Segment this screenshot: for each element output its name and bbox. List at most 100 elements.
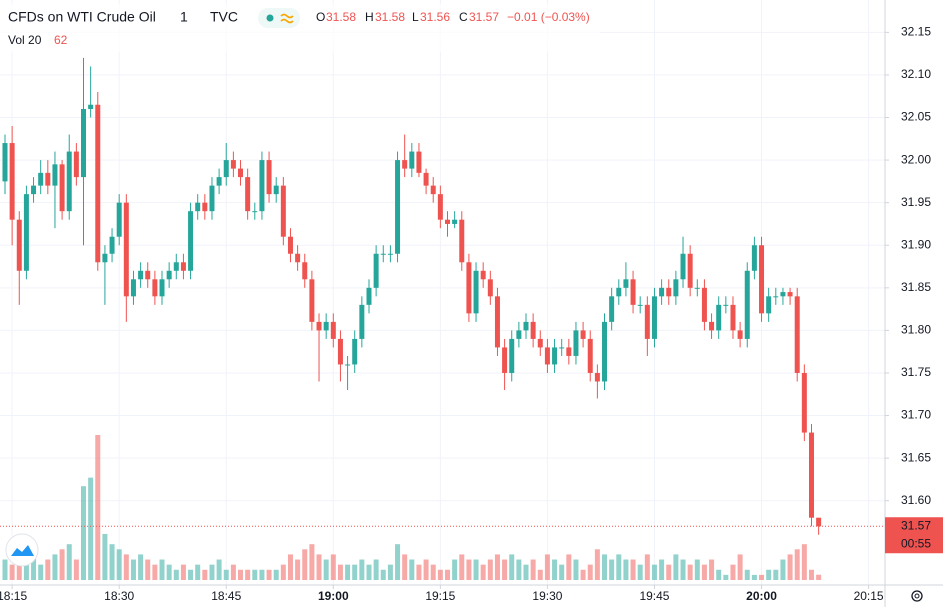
candle-body xyxy=(266,160,272,195)
candle-body xyxy=(759,245,765,314)
volume-bar xyxy=(88,477,94,580)
y-tick-label: 31.75 xyxy=(901,365,931,379)
volume-bar xyxy=(316,554,322,580)
candle-body xyxy=(81,108,87,178)
volume-bar xyxy=(323,559,329,580)
logo-circle[interactable] xyxy=(5,533,39,567)
y-tick-label: 31.60 xyxy=(901,493,931,507)
candle-body xyxy=(223,160,229,178)
candle-body xyxy=(637,304,643,306)
candle-body xyxy=(580,330,586,339)
candle-body xyxy=(159,279,165,297)
volume-bar xyxy=(159,559,165,580)
volume-bar xyxy=(416,564,422,580)
candle-body xyxy=(437,194,443,220)
candle-body xyxy=(166,270,172,280)
volume-bar xyxy=(66,544,72,580)
last-price-box xyxy=(885,517,943,554)
volume-bar xyxy=(801,544,807,580)
logo[interactable] xyxy=(5,533,39,567)
volume-bar xyxy=(23,559,29,580)
candle-body xyxy=(716,304,722,331)
candle-body xyxy=(345,364,351,366)
volume-bar xyxy=(245,569,251,580)
candle-body xyxy=(309,279,315,322)
candle-body xyxy=(287,236,293,254)
volume-bar xyxy=(637,564,643,580)
candle-body xyxy=(459,219,465,263)
volume-bar xyxy=(630,559,636,580)
volume-bar xyxy=(138,554,144,580)
candle-body xyxy=(523,321,529,331)
ohlc-key: O xyxy=(316,10,325,24)
volume-bar xyxy=(780,559,786,580)
volume-bar xyxy=(216,559,222,580)
volume-bar xyxy=(238,569,244,580)
volume-bar xyxy=(737,554,743,580)
volume-bar xyxy=(302,549,308,580)
source: TVC xyxy=(210,9,238,25)
volume-bar xyxy=(188,569,194,580)
candle-body xyxy=(773,296,779,298)
candle-body xyxy=(537,338,543,348)
countdown: 00:55 xyxy=(901,536,931,550)
volume-bar xyxy=(744,569,750,580)
candle-body xyxy=(145,270,151,280)
volume-bar xyxy=(509,554,515,580)
candle-body xyxy=(216,177,222,186)
settings-icon[interactable] xyxy=(911,590,923,602)
volume-bar xyxy=(452,559,458,580)
x-tick-label: 19:30 xyxy=(532,589,562,603)
volume-bar xyxy=(352,564,358,580)
status-pill[interactable] xyxy=(258,8,300,28)
candle-body xyxy=(602,321,608,382)
x-tick-label: 18:15 xyxy=(0,589,27,603)
candle-body xyxy=(701,287,707,322)
y-tick-label: 32.10 xyxy=(901,67,931,81)
candle-body xyxy=(273,185,279,195)
volume-bar xyxy=(31,554,37,580)
volume-bar xyxy=(502,559,508,580)
volume-bar xyxy=(202,569,208,580)
volume-bar xyxy=(145,559,151,580)
y-tick-label: 31.65 xyxy=(901,450,931,464)
x-tick-label: 20:15 xyxy=(854,589,884,603)
volume-bar xyxy=(330,554,336,580)
logo-mark xyxy=(11,545,34,556)
volume-bar xyxy=(651,564,657,580)
settings[interactable] xyxy=(911,590,923,602)
volume-bar xyxy=(559,564,565,580)
volume-bar xyxy=(359,559,365,580)
candle-body xyxy=(552,347,558,365)
candle-body xyxy=(609,296,615,322)
y-tick-label: 31.95 xyxy=(901,195,931,209)
candle-body xyxy=(88,104,94,109)
y-tick-label: 32.15 xyxy=(901,25,931,39)
volume-bar xyxy=(466,559,472,580)
ohlc-value: 31.57 xyxy=(469,10,499,24)
volume-bar xyxy=(709,559,715,580)
volume-pane xyxy=(2,435,822,580)
candle-body xyxy=(751,245,757,271)
candle-body xyxy=(23,194,29,271)
volume-bar xyxy=(751,574,757,580)
candle-body xyxy=(623,279,629,288)
axes: 31.60 31.65 31.70 31.75 31.80 31.85 31.90 31.95… xyxy=(0,25,943,603)
candle-body xyxy=(366,287,372,305)
candle-body xyxy=(530,321,536,339)
candle-body xyxy=(680,253,686,280)
candle-body xyxy=(16,219,22,271)
volume-bar xyxy=(295,559,301,580)
volume-bar xyxy=(794,549,800,580)
volume-bar xyxy=(487,559,493,580)
candle-body xyxy=(573,330,579,356)
volume-bar xyxy=(537,569,543,580)
x-tick-label: 18:45 xyxy=(211,589,241,603)
volume-bar xyxy=(423,559,429,580)
volume-bar xyxy=(566,554,572,580)
volume-bar xyxy=(366,564,372,580)
candle-body xyxy=(787,292,793,297)
volume-bar xyxy=(494,554,500,580)
symbol-title: CFDs on WTI Crude Oil xyxy=(8,9,156,25)
